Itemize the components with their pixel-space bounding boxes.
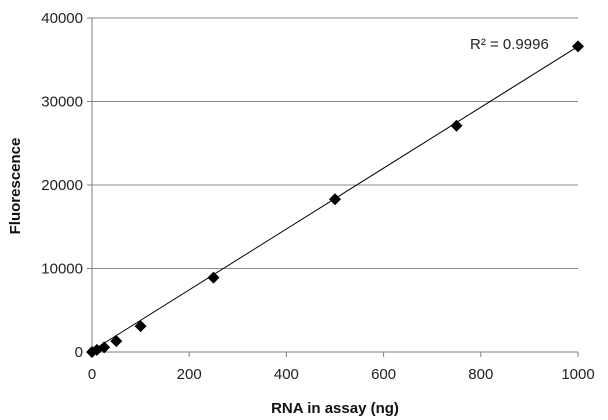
data-points	[86, 40, 584, 358]
y-tick-label-4: 40000	[41, 10, 83, 27]
data-point-2	[98, 341, 111, 354]
y-axis-title: Fluorescence	[7, 138, 24, 235]
r-squared-annotation: R² = 0.9996	[470, 36, 549, 53]
data-point-8	[572, 40, 584, 53]
x-tick-label-3: 600	[371, 366, 396, 383]
y-tick-label-1: 10000	[41, 261, 83, 278]
data-point-7	[450, 119, 463, 132]
x-tick-label-0: 0	[88, 366, 96, 383]
x-tick-label-2: 400	[274, 366, 299, 383]
data-point-6	[329, 193, 341, 206]
gridlines	[92, 17, 578, 269]
data-point-4	[134, 320, 147, 333]
y-tick-label-0: 0	[75, 344, 83, 361]
x-tick-label-1: 200	[177, 366, 202, 383]
data-point-5	[207, 271, 220, 284]
tick-labels: 0 10000 20000 30000 40000 0 200 400 600 800 1000	[41, 10, 594, 383]
y-tick-label-2: 20000	[41, 177, 83, 194]
x-tick-label-5: 1000	[561, 366, 594, 383]
y-tick-label-3: 30000	[41, 94, 83, 111]
x-axis-title: RNA in assay (ng)	[271, 400, 399, 417]
x-tick-label-4: 800	[468, 366, 493, 383]
data-point-3	[110, 335, 123, 348]
axes	[87, 17, 579, 357]
